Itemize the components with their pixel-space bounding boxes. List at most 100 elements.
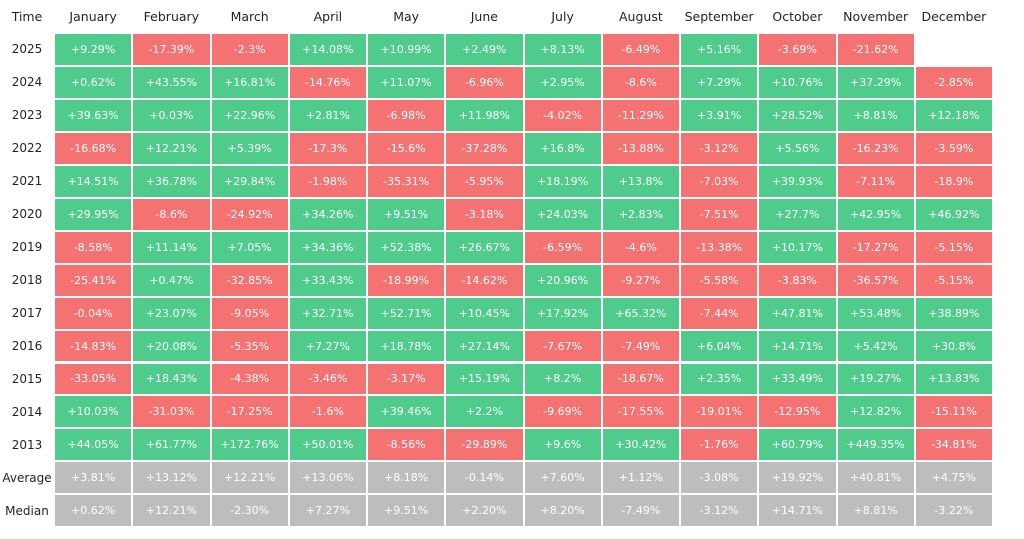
summary-cell: +13.12% [133,462,210,494]
return-cell: +44.05% [55,429,132,461]
return-cell: +11.14% [133,231,210,263]
return-cell: +10.99% [368,34,445,65]
return-cell: +0.03% [133,99,210,131]
return-cell: +33.49% [759,363,836,395]
return-cell: +2.35% [681,363,758,395]
return-cell: +13.83% [915,363,992,395]
row-label: 2017 [11,306,43,321]
return-cell: -18.67% [602,363,679,395]
return-cell: -3.12% [681,132,758,164]
return-cell: +29.95% [55,198,132,230]
return-cell: -21.62% [837,34,914,65]
row-label: Median [5,503,49,518]
column-header: June [470,9,498,24]
row-label: 2018 [11,273,43,288]
return-cell: +14.71% [759,330,836,362]
return-cell: -24.92% [211,198,288,230]
row-label: 2019 [11,240,43,255]
return-cell: -7.49% [602,330,679,362]
return-cell: +34.36% [289,231,366,263]
return-cell: +29.84% [211,165,288,197]
summary-cell: +40.81% [837,462,914,494]
return-cell: +52.38% [368,231,445,263]
return-cell: +43.55% [133,66,210,98]
summary-cell: +9.51% [368,495,445,527]
return-cell: +449.35% [837,429,914,461]
return-cell: -3.17% [368,363,445,395]
return-cell: +30.8% [915,330,992,362]
row-label: 2023 [11,108,43,123]
return-cell: -3.46% [289,363,366,395]
return-cell: -7.11% [837,165,914,197]
return-cell: +172.76% [211,429,288,461]
return-cell: +33.43% [289,264,366,296]
return-cell: -4.02% [524,99,601,131]
return-cell: -35.31% [368,165,445,197]
return-cell: -7.44% [681,297,758,329]
return-cell: -8.6% [133,198,210,230]
return-cell: +10.03% [55,396,132,428]
return-cell: +2.83% [602,198,679,230]
column-header: October [772,9,823,24]
return-cell: -4.6% [602,231,679,263]
return-cell: +39.63% [55,99,132,131]
row-label: 2014 [11,404,43,419]
summary-cell: -2.30% [211,495,288,527]
return-cell: -3.18% [446,198,523,230]
return-cell: -19.01% [681,396,758,428]
return-cell: -1.76% [681,429,758,461]
return-cell: -9.27% [602,264,679,296]
return-cell: +7.29% [681,66,758,98]
summary-cell: -3.22% [915,495,992,527]
return-cell: +5.16% [681,34,758,65]
return-cell: -5.95% [446,165,523,197]
return-cell: +5.42% [837,330,914,362]
return-cell: +0.62% [55,66,132,98]
return-cell: -2.3% [211,34,288,65]
return-cell: +6.04% [681,330,758,362]
return-cell: +14.08% [289,34,366,65]
return-cell: +14.51% [55,165,132,197]
return-cell: +32.71% [289,297,366,329]
column-header: January [69,9,117,24]
summary-cell: +8.18% [368,462,445,494]
summary-cell: +13.06% [289,462,366,494]
return-cell: +2.81% [289,99,366,131]
return-cell: -14.83% [55,330,132,362]
return-cell: -8.58% [55,231,132,263]
return-cell: -9.69% [524,396,601,428]
return-cell: -11.29% [602,99,679,131]
return-cell: +12.82% [837,396,914,428]
return-cell: +15.19% [446,363,523,395]
return-cell: +0.47% [133,264,210,296]
return-cell: -14.76% [289,66,366,98]
return-cell: +5.56% [759,132,836,164]
return-cell: +60.79% [759,429,836,461]
return-cell: +39.93% [759,165,836,197]
return-cell: +27.14% [446,330,523,362]
return-cell: +10.76% [759,66,836,98]
return-cell: -17.25% [211,396,288,428]
return-cell: -13.38% [681,231,758,263]
return-cell: -31.03% [133,396,210,428]
return-cell: +7.05% [211,231,288,263]
return-cell: +27.7% [759,198,836,230]
column-header: August [619,9,663,24]
return-cell: +7.27% [289,330,366,362]
column-header: December [921,9,987,24]
return-cell: +47.81% [759,297,836,329]
return-cell: +42.95% [837,198,914,230]
return-cell: -3.69% [759,34,836,65]
summary-cell: +4.75% [915,462,992,494]
return-cell: +39.46% [368,396,445,428]
return-cell: +36.78% [133,165,210,197]
return-cell: +18.19% [524,165,601,197]
return-cell: -16.68% [55,132,132,164]
summary-cell: +12.21% [211,462,288,494]
return-cell: -8.56% [368,429,445,461]
column-header: April [313,9,343,24]
return-cell: -9.05% [211,297,288,329]
summary-cell: +12.21% [133,495,210,527]
return-cell: +10.45% [446,297,523,329]
return-cell: -6.49% [602,34,679,65]
